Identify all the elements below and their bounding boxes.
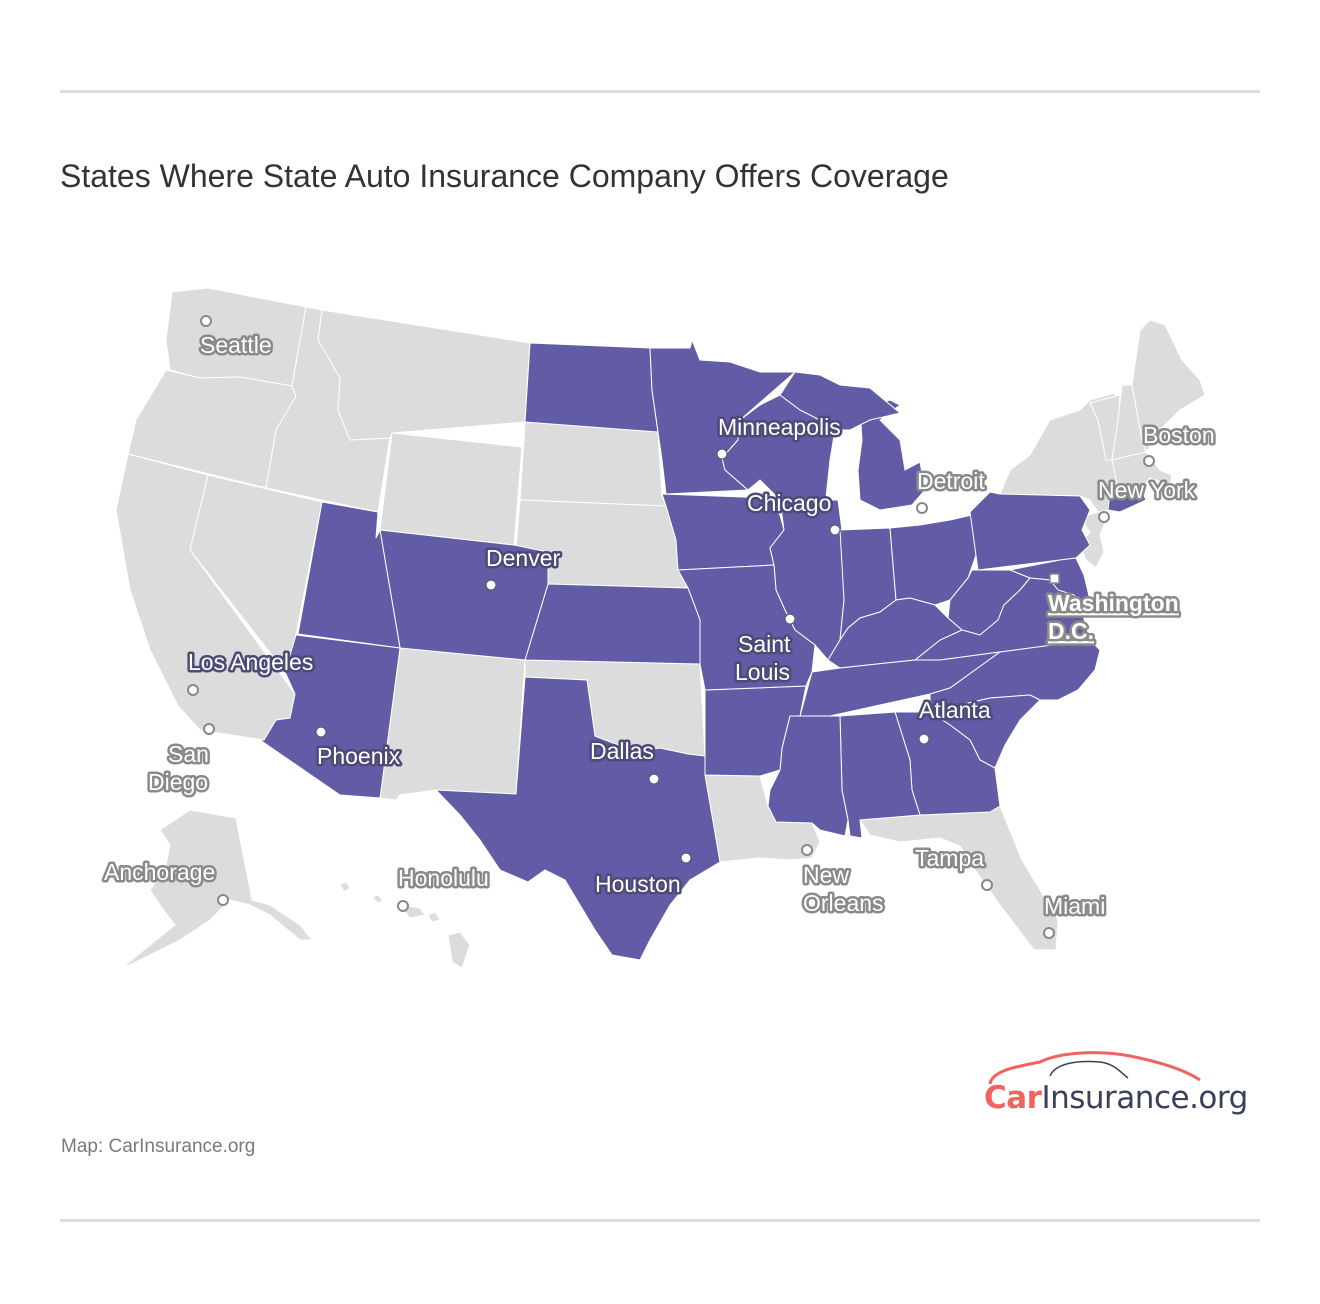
city-dot-boston <box>1143 455 1155 467</box>
city-dot-detroit <box>916 502 928 514</box>
city-dot-denver <box>485 579 497 591</box>
bottom-divider <box>60 1219 1260 1222</box>
state-utah <box>297 501 401 649</box>
city-dot-dallas <box>648 773 660 785</box>
city-label-atlanta: Atlanta <box>919 697 991 723</box>
logo-car-text: Car <box>984 1080 1042 1116</box>
city-dot-chicago <box>829 524 841 536</box>
map-source-caption: Map: CarInsurance.org <box>61 1136 256 1157</box>
city-dot-san-diego <box>203 723 215 735</box>
state-alaska <box>121 809 314 969</box>
state-hawaii-1 <box>339 881 351 893</box>
city-label-louis: Louis <box>735 659 790 685</box>
state-kansas <box>524 583 701 665</box>
logo-wordmark: CarInsurance.org <box>984 1080 1248 1116</box>
state-maine <box>1131 319 1206 454</box>
state-connecticut <box>1107 485 1147 513</box>
city-dot-los-angeles <box>187 684 199 696</box>
city-dot-miami <box>1043 927 1055 939</box>
state-florida <box>859 805 1059 951</box>
city-label-new-york: New York <box>1098 477 1196 503</box>
city-label-miami: Miami <box>1044 893 1105 919</box>
state-wyoming <box>379 432 523 546</box>
city-label-los-angeles: Los Angeles <box>188 649 313 675</box>
city-label-houston: Houston <box>595 871 681 897</box>
city-label-washington: Washington <box>1048 590 1179 616</box>
state-hawaii-2 <box>371 894 384 904</box>
car-silhouette-icon <box>988 1051 1201 1085</box>
city-dot-atlanta <box>918 733 930 745</box>
state-new-mexico <box>379 647 526 801</box>
state-michigan <box>857 399 926 511</box>
city-label-new: New <box>803 862 849 888</box>
city-label-honolulu: Honolulu <box>398 865 489 891</box>
state-louisiana <box>704 774 821 863</box>
carinsurance-logo: CarInsurance.org <box>980 1048 1248 1118</box>
city-label-minneapolis: Minneapolis <box>718 414 841 440</box>
state-pennsylvania <box>969 491 1091 571</box>
city-label-denver: Denver <box>486 545 560 571</box>
city-label-saint: Saint <box>738 631 791 657</box>
covered-states <box>258 338 1147 961</box>
city-label-seattle: Seattle <box>200 332 272 358</box>
city-dot-seattle <box>200 315 212 327</box>
state-michigan-upper <box>779 371 902 431</box>
state-hawaii-5 <box>447 931 471 969</box>
uncovered-states <box>115 287 1206 969</box>
city-dot-honolulu <box>397 900 409 912</box>
city-markers: Seattle Minneapolis Boston Detroit Chica… <box>102 315 1217 939</box>
state-south-dakota <box>519 421 667 507</box>
city-dot-tampa <box>981 879 993 891</box>
city-label-dallas: Dallas <box>590 738 654 764</box>
city-dot-phoenix <box>315 726 327 738</box>
city-label-dc: D.C. <box>1048 618 1094 644</box>
city-label-detroit: Detroit <box>917 468 985 494</box>
state-montana <box>317 309 531 441</box>
city-label-tampa: Tampa <box>915 845 984 871</box>
capital-marker-washington <box>1049 573 1060 584</box>
city-label-anchorage: Anchorage <box>104 859 215 885</box>
city-label-orleans: Orleans <box>803 890 884 916</box>
state-north-dakota <box>524 342 659 433</box>
city-dot-houston <box>680 852 692 864</box>
logo-insurance-text: Insurance.org <box>1041 1080 1248 1116</box>
top-divider <box>60 90 1260 93</box>
city-dot-new-york <box>1098 511 1110 523</box>
city-label-san: San <box>168 741 209 767</box>
city-dot-saint-louis <box>784 613 796 625</box>
city-dot-anchorage <box>217 894 229 906</box>
city-label-phoenix: Phoenix <box>317 743 401 769</box>
state-kentucky <box>827 597 963 669</box>
city-label-boston: Boston <box>1143 422 1215 448</box>
page-title: States Where State Auto Insurance Compan… <box>60 158 949 194</box>
state-arizona <box>258 634 401 799</box>
city-dot-new-orleans <box>801 844 813 856</box>
state-texas <box>434 676 721 961</box>
state-hawaii-4 <box>427 911 441 923</box>
city-label-diego: Diego <box>148 769 208 795</box>
city-label-chicago: Chicago <box>747 490 831 516</box>
city-dot-minneapolis <box>716 448 728 460</box>
